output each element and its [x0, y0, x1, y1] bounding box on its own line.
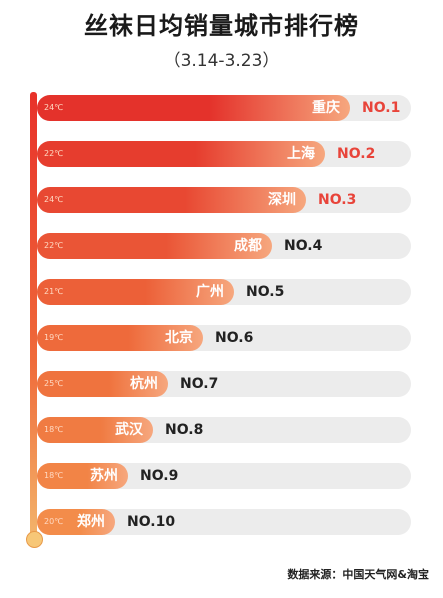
data-source: 数据来源：中国天气网&淘宝	[287, 568, 429, 581]
rank-label: NO.4	[284, 238, 323, 254]
bar-10	[37, 509, 115, 535]
temperature-label: 24℃	[44, 195, 64, 204]
city-label: 广州	[196, 284, 224, 300]
city-label: 苏州	[90, 468, 118, 484]
rank-label: NO.1	[362, 100, 401, 116]
chart-subtitle: （3.14-3.23）	[163, 51, 280, 71]
rank-label: NO.6	[215, 330, 254, 346]
bar-9	[37, 463, 128, 489]
city-label: 杭州	[130, 376, 158, 392]
city-label: 深圳	[268, 192, 296, 208]
city-label: 郑州	[77, 514, 105, 530]
rank-label: NO.9	[140, 468, 179, 484]
rank-label: NO.3	[318, 192, 357, 208]
temperature-label: 19℃	[44, 333, 64, 342]
bar-2	[37, 141, 325, 167]
chart-title: 丝袜日均销量城市排行榜	[84, 12, 359, 40]
city-label: 重庆	[312, 100, 340, 116]
temperature-label: 20℃	[44, 517, 64, 526]
city-label: 成都	[234, 238, 262, 254]
temperature-label: 25℃	[44, 379, 64, 388]
temperature-label: 22℃	[44, 149, 64, 158]
temperature-label: 21℃	[44, 287, 64, 296]
bar-3	[37, 187, 306, 213]
rank-label: NO.8	[165, 422, 204, 438]
rank-label: NO.5	[246, 284, 285, 300]
rank-label: NO.2	[337, 146, 376, 162]
thermometer-bulb-icon	[26, 531, 43, 548]
temperature-label: 18℃	[44, 425, 64, 434]
bar-8	[37, 417, 153, 443]
city-label: 北京	[165, 330, 193, 346]
temperature-label: 18℃	[44, 471, 64, 480]
bar-1	[37, 95, 350, 121]
bar-4	[37, 233, 272, 259]
bar-5	[37, 279, 234, 305]
city-label: 武汉	[115, 422, 143, 438]
city-label: 上海	[287, 146, 315, 162]
rank-label: NO.7	[180, 376, 219, 392]
bar-7	[37, 371, 168, 397]
temperature-label: 22℃	[44, 241, 64, 250]
rank-label: NO.10	[127, 514, 176, 530]
bar-6	[37, 325, 203, 351]
thermometer-stem	[30, 92, 37, 536]
temperature-label: 24℃	[44, 103, 64, 112]
